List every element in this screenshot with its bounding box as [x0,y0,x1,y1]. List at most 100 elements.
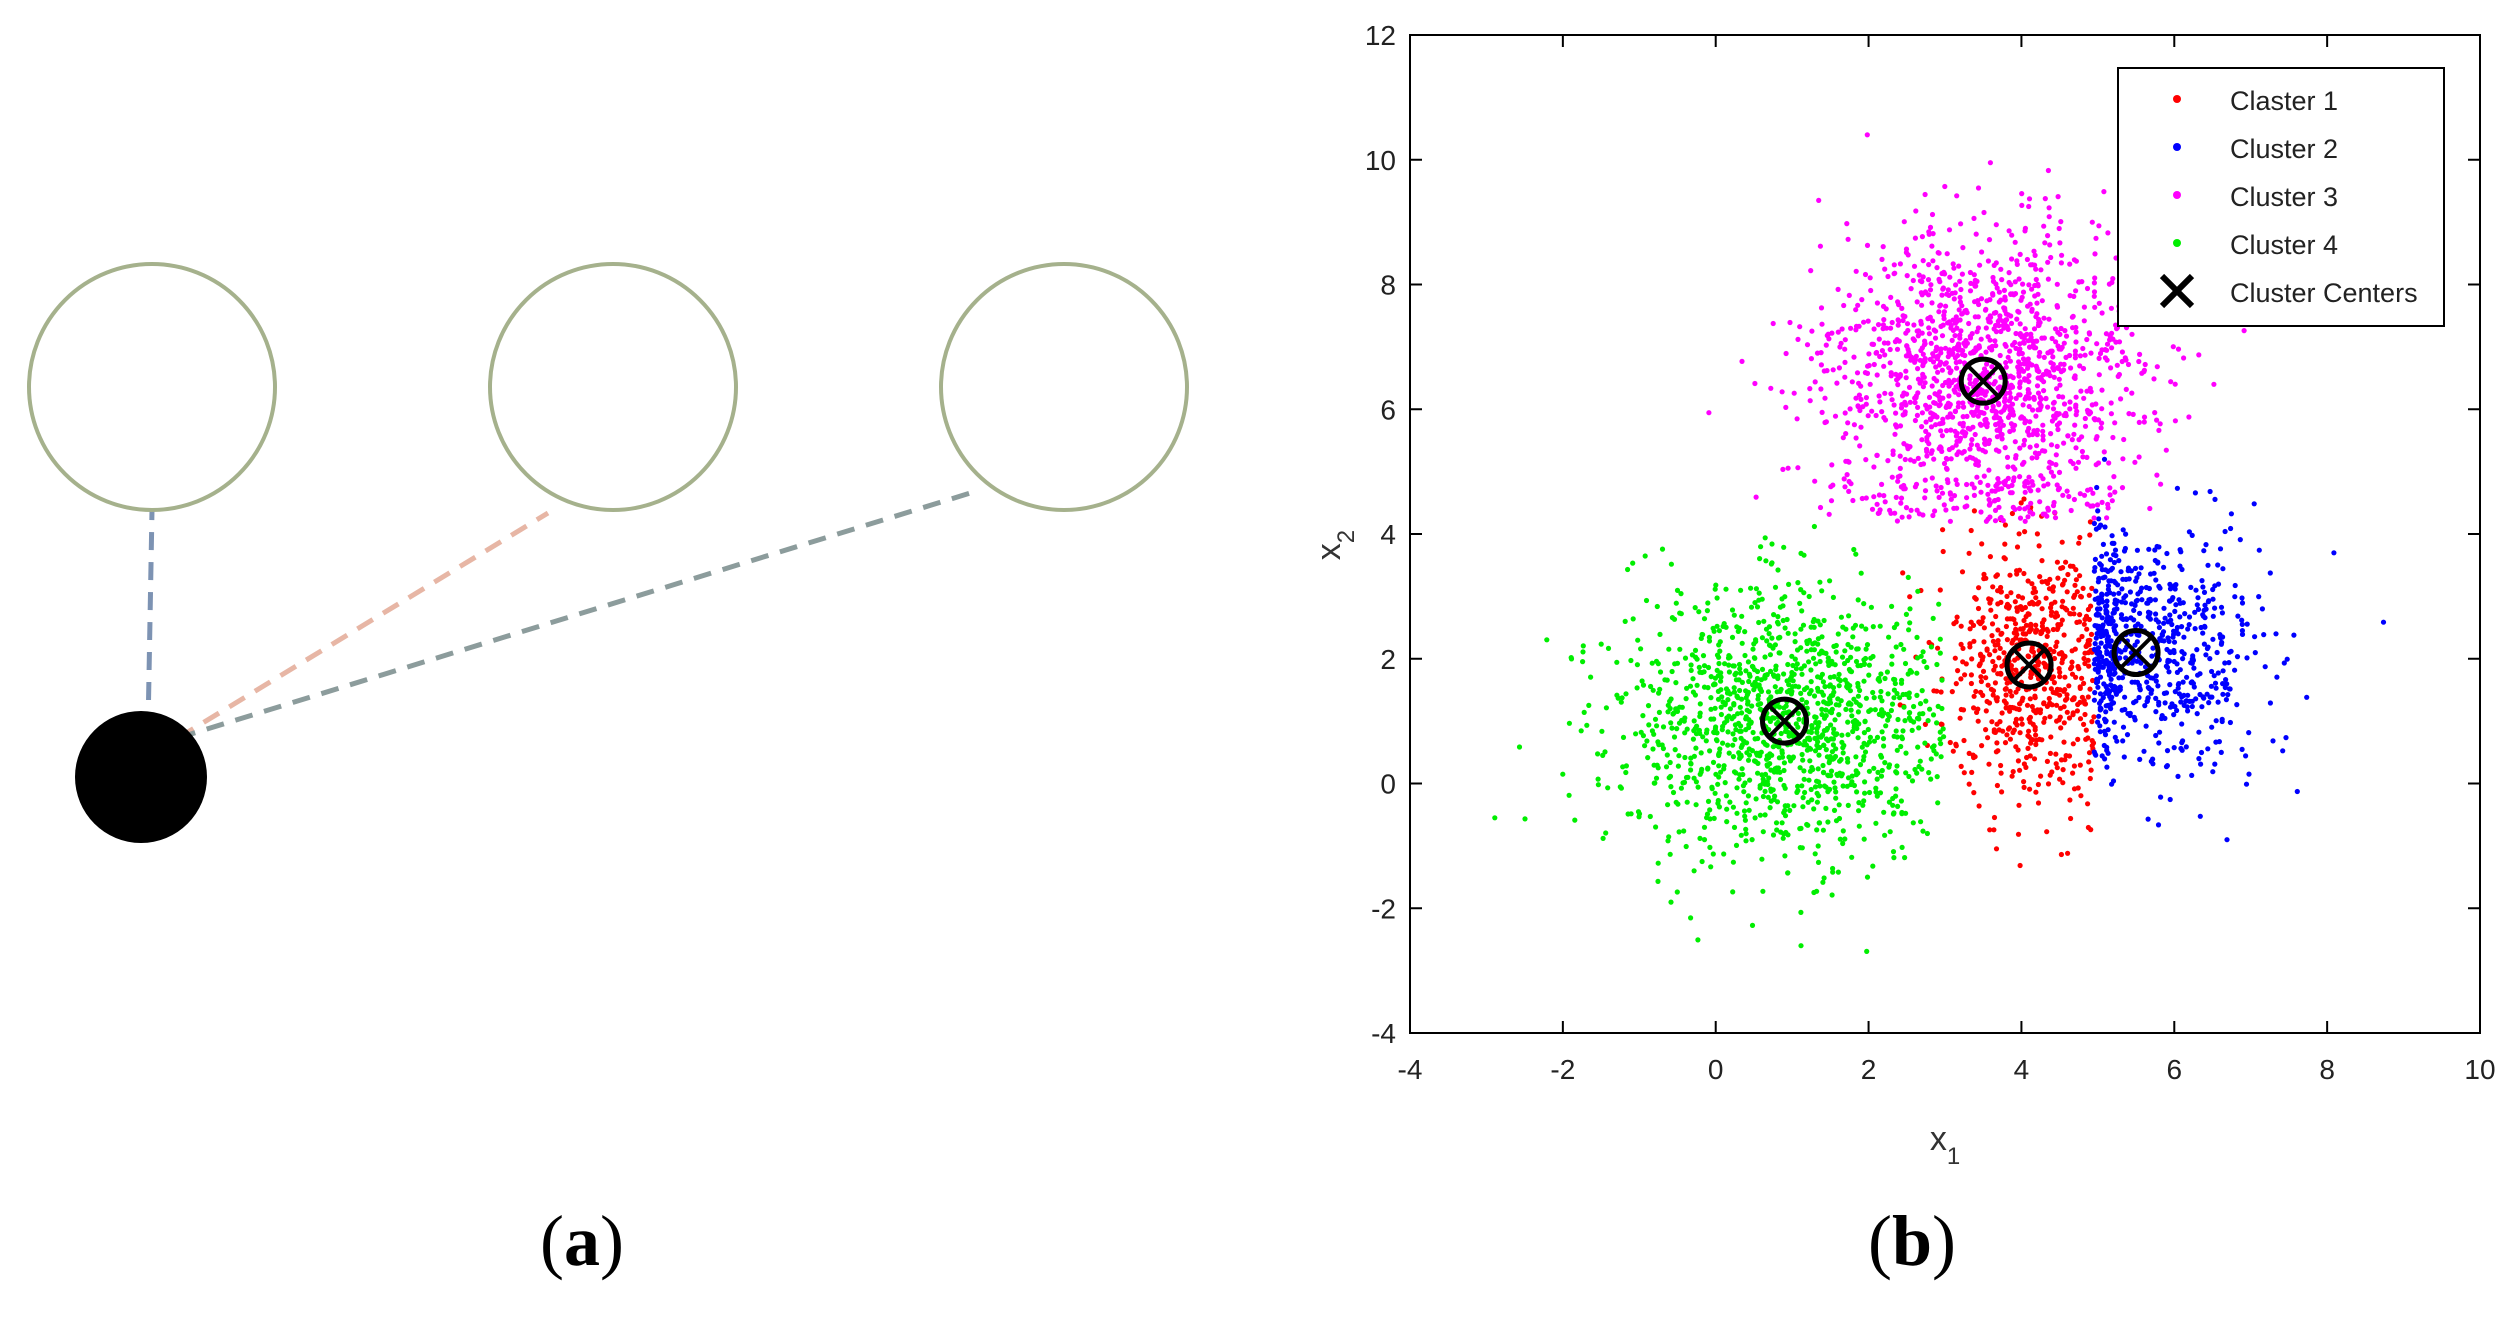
data-point [1733,842,1740,849]
data-point [2017,730,2023,736]
data-point [2104,603,2110,609]
data-point [1934,265,1940,271]
data-point [2079,448,2085,455]
data-point [1957,435,1964,441]
data-point [2212,496,2218,502]
data-point [1882,760,1888,766]
data-point [1648,683,1654,690]
data-point [1950,261,1956,267]
data-point [2034,338,2040,344]
data-point [1840,828,1846,834]
data-point [2052,326,2059,332]
data-point [2156,624,2162,631]
data-point [1918,321,1924,327]
data-point [1707,844,1713,851]
data-point [1544,637,1550,643]
data-point [2167,612,2173,618]
data-point [1992,338,1998,344]
data-point [1780,466,1786,472]
data-point [2119,349,2125,355]
data-point [1889,661,1895,667]
data-point [1994,740,2000,746]
data-point [1920,828,1926,834]
data-point [2096,713,2102,719]
data-point [1886,764,1892,770]
data-point [2041,686,2047,692]
data-point [2205,746,2211,752]
data-point [1864,874,1871,880]
data-point [1767,652,1773,658]
data-point [2019,202,2025,208]
data-point [2074,619,2080,626]
data-point [2082,660,2088,667]
data-point [1981,571,1987,578]
data-point [1961,404,1967,410]
data-point [2123,357,2129,363]
data-point [2002,445,2008,451]
data-point [2175,773,2181,780]
data-point [1796,740,1802,747]
data-point [1947,491,1954,497]
data-point [2095,508,2101,514]
data-point [1711,815,1717,822]
data-point [2171,647,2177,654]
data-point [1771,612,1777,618]
data-point [1826,511,1832,517]
data-point [1893,410,1899,416]
data-point [1960,429,1966,435]
data-point [2058,621,2064,628]
data-point [1987,827,1993,833]
data-point [2267,570,2273,576]
data-point [2045,481,2051,487]
data-point [1628,811,1634,817]
data-point [1795,724,1801,730]
data-point [2016,351,2022,357]
data-point [1861,678,1867,684]
data-point [1644,738,1650,744]
data-point [2153,732,2159,739]
data-point [1989,347,1995,353]
data-point [2063,333,2070,339]
data-point [1895,382,1901,388]
data-point [1920,649,1926,655]
data-point [1718,711,1724,718]
data-point [2082,423,2089,429]
data-point [1993,613,1999,620]
data-point [1924,664,1930,671]
data-point [1898,743,1904,750]
data-point [2072,422,2078,428]
data-point [1707,807,1713,813]
data-point [2052,614,2058,620]
data-point [2054,559,2060,565]
data-point [1772,642,1778,648]
data-point [2127,589,2133,595]
data-point [2077,612,2083,618]
data-point [1953,442,1959,448]
data-point [1825,738,1831,744]
data-point [1603,705,1609,711]
data-point [1919,302,1925,308]
data-point [2068,815,2074,822]
data-point [1903,402,1909,408]
data-point [2110,276,2116,282]
data-point [2092,690,2098,696]
data-point [1866,768,1872,774]
data-point [1853,307,1859,313]
data-point [1975,185,1982,191]
data-point [1804,648,1810,654]
data-point [2015,831,2022,837]
data-point [2107,492,2113,498]
data-point [2267,700,2273,706]
panel-label-b: (b) [1868,1201,1957,1281]
data-point [1887,829,1893,835]
data-point [2020,631,2026,637]
data-point [2000,728,2006,734]
data-point [1830,594,1836,601]
data-point [1864,132,1870,138]
data-point [2034,300,2040,306]
data-point [1749,837,1755,843]
y-tick-label: 8 [1380,270,1396,301]
data-point [1731,769,1738,775]
data-point [2042,240,2048,246]
data-point [1870,689,1876,696]
